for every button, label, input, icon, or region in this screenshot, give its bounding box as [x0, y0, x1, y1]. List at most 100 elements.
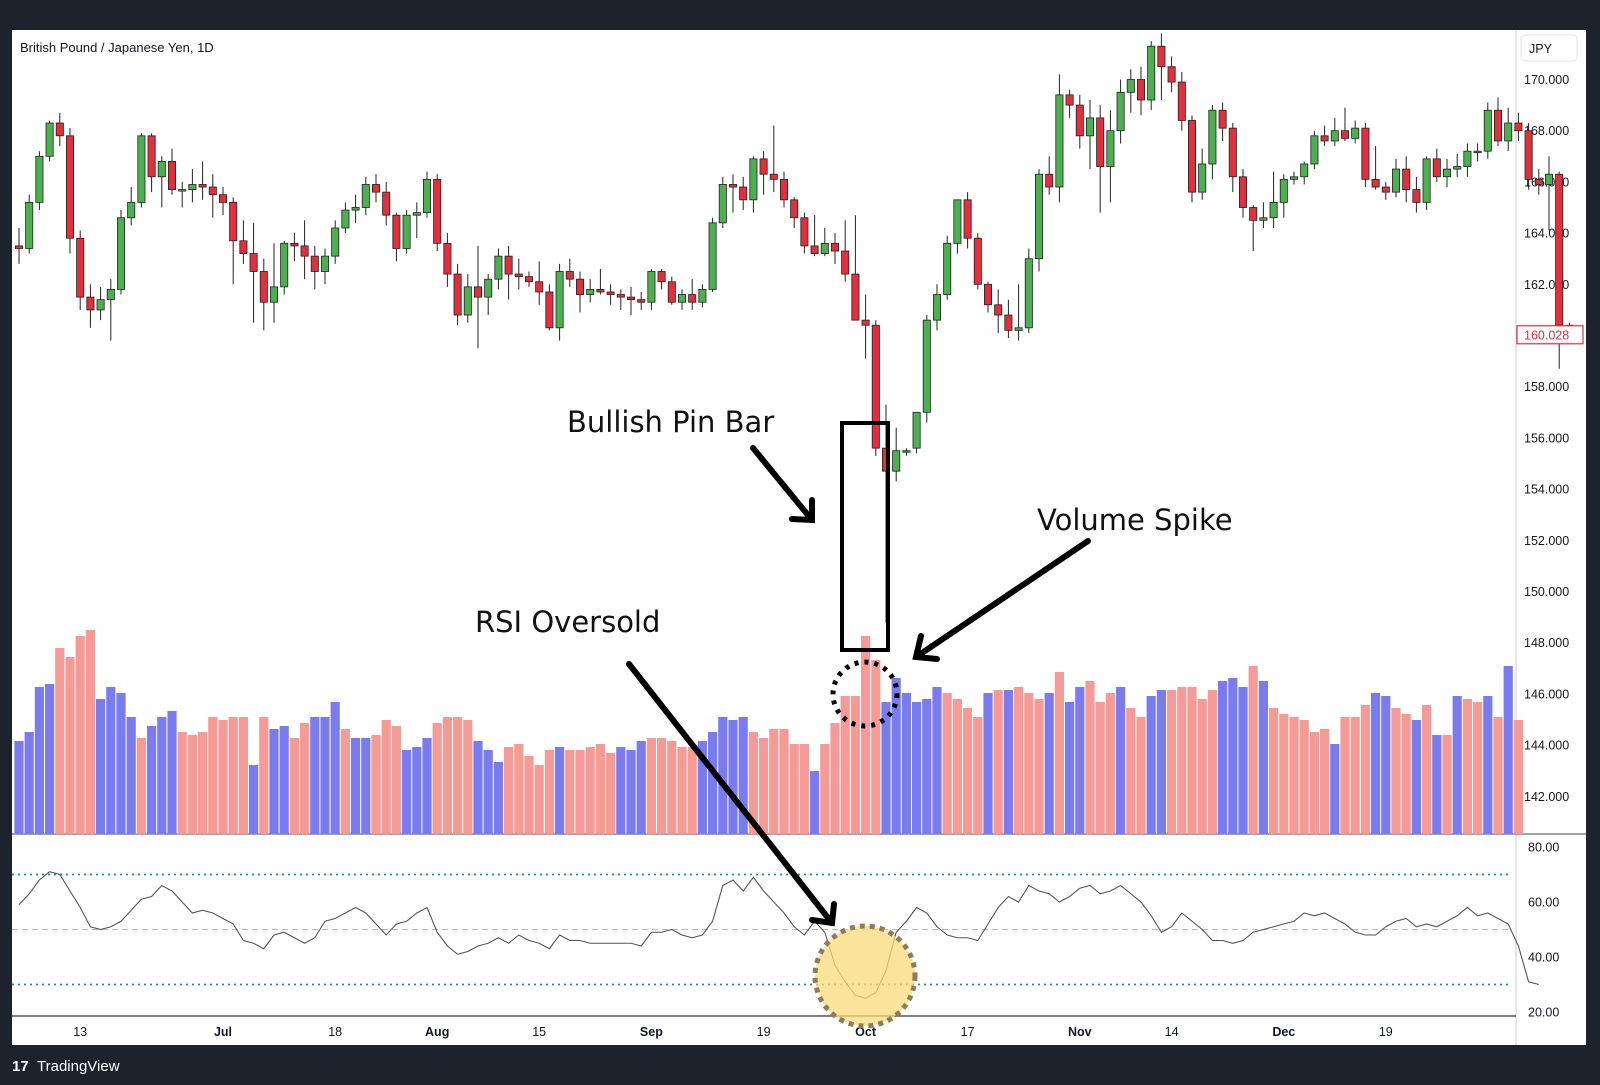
candle-body [198, 184, 207, 188]
candle-body [718, 184, 727, 224]
volume-bar [697, 741, 707, 834]
candle [933, 284, 942, 331]
candle [667, 276, 676, 305]
candle [1412, 176, 1421, 213]
candle [759, 151, 768, 195]
time-axis-labels: 13 Jul 18 Aug 15 Sep 19 Oct 17 Nov 14 Dec 19 [73, 1025, 1393, 1039]
price-tick-label: 170.000 [1524, 73, 1569, 87]
candle-body [1534, 178, 1543, 185]
candle-body [698, 289, 707, 303]
candle-body [1045, 173, 1054, 188]
candle [188, 169, 197, 203]
volume-bar [330, 702, 340, 834]
time-tick-label: Sep [640, 1025, 663, 1039]
candle-body [1412, 189, 1421, 203]
candle-body [208, 186, 217, 196]
rsi-axis-labels: 20.00 40.00 60.00 80.00 [1528, 841, 1559, 1020]
candle-body [586, 289, 595, 295]
volume-bar [269, 729, 279, 834]
candle [310, 245, 319, 290]
arrow-volume-spike [912, 538, 1091, 662]
candle [320, 248, 329, 285]
candle [392, 212, 401, 262]
candle-body [76, 237, 85, 298]
candle [851, 215, 860, 321]
volume-bar [534, 765, 544, 834]
candle [1371, 146, 1380, 190]
candle-body [1381, 186, 1390, 193]
volume-bar [1432, 735, 1442, 834]
volume-bar [657, 738, 667, 834]
candle-body [535, 281, 544, 293]
volume-bar [1218, 681, 1228, 834]
candle-body [1504, 122, 1513, 142]
price-tick-label: 152.000 [1524, 534, 1569, 548]
candle-body [1330, 130, 1339, 142]
candle-body [290, 242, 299, 247]
candle-body [922, 319, 931, 413]
rsi-oversold-circle [812, 923, 918, 1029]
candle-body [86, 296, 95, 311]
tv-logo-icon: 17 [12, 1058, 29, 1075]
volume-bar [14, 741, 24, 834]
volume-bar [1207, 690, 1217, 834]
candle [984, 281, 993, 313]
candle [1320, 125, 1329, 147]
volume-bar [1391, 708, 1401, 834]
volume-bar [96, 699, 106, 834]
candle-body [1514, 122, 1523, 132]
candle-body [484, 278, 493, 298]
volume-bar [1126, 708, 1136, 834]
volume-bar [361, 738, 371, 834]
volume-bar [493, 762, 503, 834]
volume-bar [1146, 696, 1156, 834]
candle-body [35, 155, 44, 203]
candle [1483, 102, 1492, 159]
time-tick-label: Jul [214, 1025, 232, 1039]
candle [1494, 97, 1503, 147]
candle [810, 215, 819, 257]
candle-body [1371, 178, 1380, 188]
volume-bar [208, 717, 218, 834]
candle-body [994, 304, 1003, 316]
candle [688, 279, 697, 310]
volume-bar [1116, 687, 1126, 834]
candle-body [127, 201, 136, 219]
volume-bar [238, 717, 248, 834]
volume-bar [1085, 681, 1095, 834]
volume-bar [1105, 693, 1115, 834]
volume-bar [830, 723, 840, 834]
candle-body [402, 214, 411, 249]
volume-bar [75, 636, 85, 834]
candle-body [739, 186, 748, 201]
volume-bar [555, 747, 565, 834]
candle [800, 212, 809, 254]
candle-body [1463, 150, 1472, 167]
candle-body [1555, 173, 1564, 326]
candle [922, 315, 931, 423]
candle-body [1269, 201, 1278, 219]
rsi-tick-label: 20.00 [1528, 1006, 1559, 1020]
chart-panel[interactable] [12, 30, 1586, 1045]
candle-body [1106, 130, 1115, 167]
volume-bar [1422, 705, 1432, 834]
tradingview-logo[interactable]: 17 TradingView [12, 1058, 120, 1075]
candle [117, 210, 126, 295]
volume-bar [1187, 687, 1197, 834]
candle [586, 279, 595, 303]
candle-body [790, 199, 799, 219]
candle [678, 289, 687, 310]
time-tick-label: 19 [757, 1025, 771, 1039]
volume-bar [381, 720, 391, 834]
candle-body [45, 122, 54, 157]
volume-bar [789, 744, 799, 834]
currency-badge[interactable] [1520, 34, 1578, 62]
candle-body [831, 242, 840, 252]
candle [1177, 71, 1186, 131]
candle-body [1055, 94, 1064, 188]
candle [1361, 123, 1370, 188]
volume-bar [1065, 702, 1075, 834]
candle-body [780, 178, 789, 201]
volume-bar [728, 720, 738, 834]
volume-bar [1473, 702, 1483, 834]
